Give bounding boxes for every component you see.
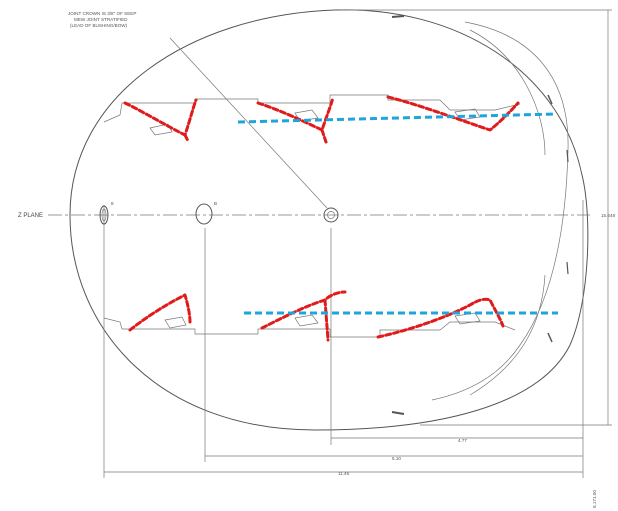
hole-b bbox=[195, 203, 213, 225]
edge-mark-6 bbox=[391, 15, 405, 18]
weld-bead-upper-1 bbox=[123, 98, 198, 137]
lower-profile-tab-1 bbox=[164, 316, 187, 329]
part-outline bbox=[69, 9, 589, 431]
blue-reference-line-upper bbox=[237, 112, 557, 124]
hole-label-b: B bbox=[214, 201, 217, 206]
hole-center bbox=[323, 207, 339, 223]
hole-left-inner bbox=[101, 208, 107, 222]
edge-mark-5 bbox=[391, 411, 405, 415]
dim-text-corner: 8.171.00 bbox=[592, 490, 597, 508]
note-line-3: (LEAD OF BUSHING/BOW) bbox=[70, 23, 128, 28]
edge-mark-2 bbox=[566, 149, 569, 163]
weld-bead-lower-2b bbox=[323, 298, 330, 342]
weld-bead-upper-2b bbox=[320, 128, 328, 144]
upper-profile-tab-1 bbox=[149, 123, 173, 136]
weld-bead-lower-1 bbox=[128, 293, 192, 332]
note-leader bbox=[169, 37, 328, 209]
lower-profile-tab-2 bbox=[294, 314, 319, 327]
dim-text-total: 11.46 bbox=[338, 471, 350, 476]
dim-text-short: 4.77 bbox=[458, 438, 467, 443]
weld-bead-lower-3 bbox=[376, 297, 505, 339]
dim-text-vertical: 15.648 bbox=[601, 213, 615, 218]
hole-label-left: 8 bbox=[111, 201, 114, 206]
weld-bead-upper-3 bbox=[386, 95, 520, 132]
edge-mark-4 bbox=[547, 332, 553, 343]
lower-profile bbox=[103, 317, 516, 338]
hole-center-inner bbox=[327, 211, 335, 219]
edge-mark-3 bbox=[566, 261, 569, 275]
dim-text-mid: 5.10 bbox=[392, 456, 401, 461]
note-line-1: JOINT CROWN IS 3/8" OF SEEP bbox=[68, 11, 136, 16]
edge-mark-1 bbox=[547, 94, 553, 105]
inner-offset-curve-2 bbox=[469, 29, 546, 156]
weld-bead-upper-1b bbox=[183, 133, 190, 143]
inner-offset-curve-3 bbox=[469, 274, 546, 396]
centerline-label: Z PLANE bbox=[18, 213, 43, 219]
inner-offset-curve bbox=[431, 21, 569, 401]
weld-bead-lower-2 bbox=[260, 290, 347, 330]
hole-left bbox=[99, 205, 109, 225]
note-line-2: MEW JOINT STRATIFIED bbox=[74, 17, 128, 22]
